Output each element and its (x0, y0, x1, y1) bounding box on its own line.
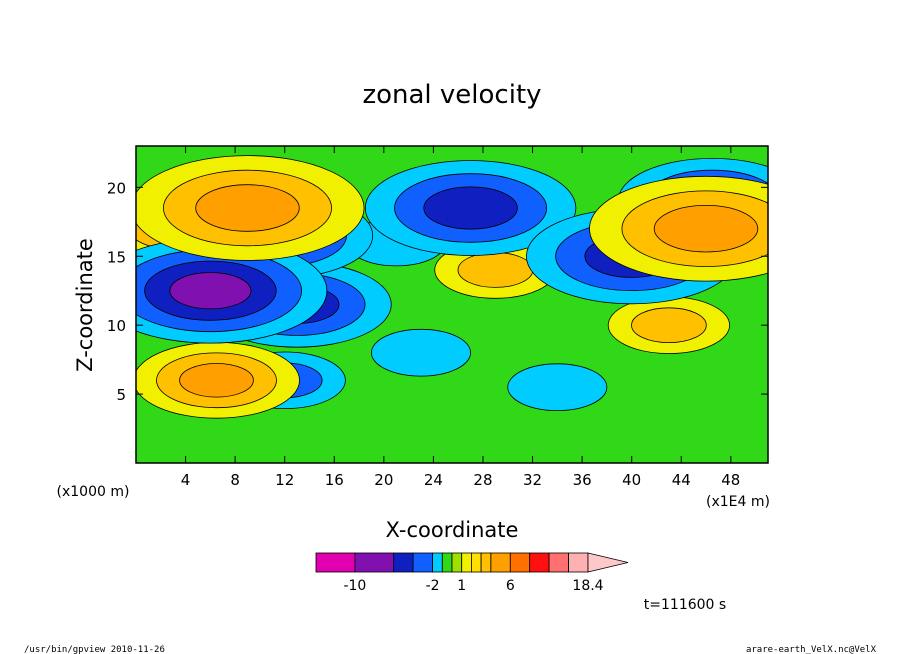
colorbar-segment (548, 552, 569, 573)
colorbar-segment (461, 552, 472, 573)
contour-level (631, 307, 707, 344)
x-tick-label: 44 (672, 471, 691, 489)
contour-level (423, 186, 518, 230)
contour-level (169, 272, 252, 310)
x-unit-note: (x1E4 m) (706, 494, 770, 510)
colorbar-segment (480, 552, 492, 573)
colorbar: -10 -2 1 6 18.4 (315, 552, 629, 594)
x-axis: 4 8 12 16 20 24 28 32 36 40 44 48 (181, 146, 740, 489)
x-axis-label: X-coordinate (386, 518, 519, 542)
x-tick-label: 40 (622, 471, 641, 489)
colorbar-tick-label: 18.4 (572, 578, 603, 594)
colorbar-segment (432, 552, 443, 573)
contour-level (179, 363, 254, 398)
plot-frame (135, 145, 769, 464)
y-tick-label: 20 (107, 179, 126, 197)
colorbar-segment (393, 552, 414, 573)
colorbar-segment (490, 552, 511, 573)
colorbar-segment (509, 552, 531, 573)
contour-level (457, 252, 534, 288)
y-tick-label: 15 (107, 248, 126, 266)
contour-level (653, 204, 759, 253)
colorbar-tick-label: -10 (343, 578, 366, 594)
footer-right: arare-earth_VelX.nc@VelX (746, 645, 877, 654)
colorbar-segment (451, 552, 463, 573)
colorbar-segment (568, 552, 589, 573)
time-annotation: t=111600 s (644, 597, 726, 613)
x-tick-label: 36 (573, 471, 592, 489)
contour-level (195, 184, 300, 232)
colorbar-segment (529, 552, 550, 573)
x-tick-label: 20 (374, 471, 393, 489)
x-tick-label: 12 (275, 471, 294, 489)
x-tick-label: 8 (230, 471, 240, 489)
x-tick-label: 4 (181, 471, 191, 489)
colorbar-segment (412, 552, 433, 573)
colorbar-segment (315, 552, 356, 573)
x-tick-label: 16 (325, 471, 344, 489)
x-tick-label: 24 (424, 471, 443, 489)
colorbar-extend-arrow (587, 552, 629, 573)
x-tick-label: 48 (721, 471, 740, 489)
colorbar-segment (441, 552, 453, 573)
colorbar-tick-label: 6 (506, 578, 515, 594)
contour-level (370, 328, 471, 377)
chart-title: zonal velocity (362, 80, 541, 110)
colorbar-segment (470, 552, 482, 573)
contour-level (507, 363, 608, 412)
contour-fields (136, 155, 768, 419)
colorbar-tick-label: -2 (426, 578, 440, 594)
y-axis-label: Z-coordinate (73, 238, 97, 372)
y-tick-label: 5 (116, 386, 126, 404)
x-tick-label: 28 (473, 471, 492, 489)
colorbar-segment (354, 552, 395, 573)
y-unit-note: (x1000 m) (57, 484, 130, 500)
x-tick-label: 32 (523, 471, 542, 489)
y-tick-label: 10 (107, 317, 126, 335)
footer-left: /usr/bin/gpview 2010-11-26 (24, 645, 165, 654)
y-axis: 5 10 15 20 (107, 179, 768, 404)
colorbar-tick-label: 1 (457, 578, 466, 594)
